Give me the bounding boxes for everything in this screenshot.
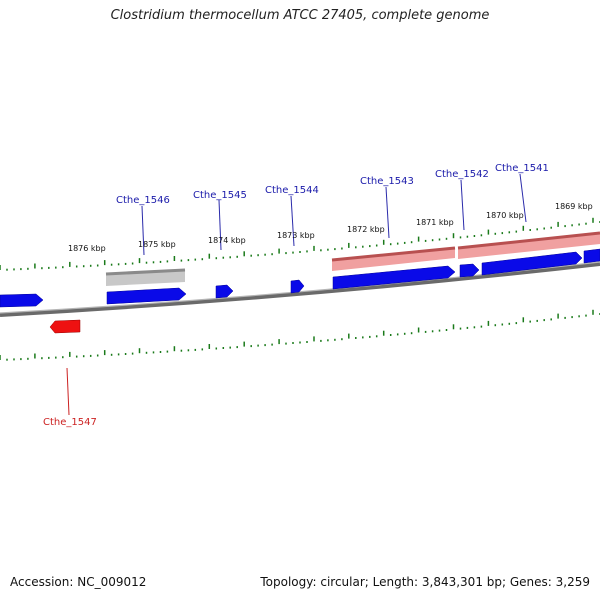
leader-line-cthe-1543: [385, 186, 390, 239]
feature-band-pink-1-edge: [331, 246, 456, 262]
gene-arrow-cthe-1543[interactable]: [332, 265, 456, 290]
scale-label: 1870 kbp: [486, 211, 524, 220]
scale-label: 1872 kbp: [347, 225, 385, 234]
gene-arrow-cthe-1542[interactable]: [459, 263, 480, 278]
leader-line-cthe-1541: [519, 173, 527, 223]
leader-line-cthe-1544: [290, 195, 295, 247]
gene-arrow-cthe-1544[interactable]: [290, 279, 305, 294]
gene-label-cthe-1545[interactable]: Cthe_1545: [193, 190, 247, 201]
gene-arrow-cthe-1546[interactable]: [106, 287, 187, 305]
scale-label: 1871 kbp: [416, 218, 454, 227]
scale-label: 1873 kbp: [277, 231, 315, 240]
scale-label: 1869 kbp: [555, 202, 593, 211]
gene-arrow-forward[interactable]: [0, 293, 44, 308]
gene-label-cthe-1543[interactable]: Cthe_1543: [360, 176, 414, 187]
gene-label-cthe-1542[interactable]: Cthe_1542: [435, 169, 489, 180]
gene-arrow-cthe-1541[interactable]: [481, 251, 583, 276]
feature-band-pink-2-edge: [457, 231, 600, 250]
scale-labels: 1876 kbp 1875 kbp 1874 kbp 1873 kbp 1872…: [68, 202, 593, 253]
accession-text: Accession: NC_009012: [10, 575, 147, 589]
feature-band-pink-1: [332, 248, 455, 271]
gene-label-cthe-1546[interactable]: Cthe_1546: [116, 195, 170, 206]
genome-summary-text: Topology: circular; Length: 3,843,301 bp…: [260, 575, 590, 589]
gene-label-cthe-1544[interactable]: Cthe_1544: [265, 185, 319, 196]
gene-arrow-cthe-1545[interactable]: [215, 284, 234, 299]
scale-ticks-inner: [0, 309, 600, 361]
gene-label-cthe-1547[interactable]: Cthe_1547: [43, 417, 97, 428]
gene-arrow-forward-edge[interactable]: [583, 248, 600, 264]
gene-arrow-cthe-1547[interactable]: [49, 319, 81, 334]
scale-label: 1875 kbp: [138, 240, 176, 249]
feature-band-gray-edge: [105, 268, 186, 276]
scale-ticks-outer: [0, 217, 600, 271]
genome-backbone: [0, 262, 600, 317]
leader-line-cthe-1542: [460, 179, 465, 231]
map-title: Clostridium thermocellum ATCC 27405, com…: [110, 8, 490, 23]
scale-label: 1874 kbp: [208, 236, 246, 245]
leader-line-cthe-1546: [141, 205, 145, 256]
gene-label-cthe-1541[interactable]: Cthe_1541: [495, 163, 549, 174]
leader-line-cthe-1545: [218, 199, 222, 251]
leader-line-cthe-1547: [66, 367, 70, 416]
feature-band-pink-2: [458, 233, 600, 259]
scale-label: 1876 kbp: [68, 244, 106, 253]
